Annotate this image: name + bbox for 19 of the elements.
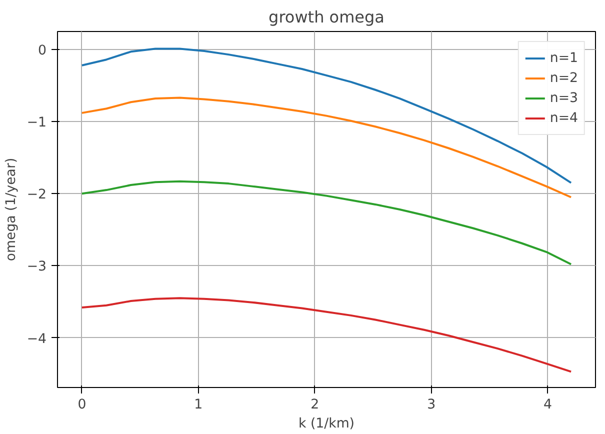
x-tick-label: 2 [310, 398, 320, 412]
legend-label: n=3 [550, 90, 578, 106]
y-tick-label: −1 [26, 116, 47, 131]
legend-label: n=2 [550, 70, 578, 86]
chart-title: growth omega [268, 8, 384, 26]
x-tick-label: 1 [194, 398, 203, 412]
y-tick-label: −4 [26, 332, 47, 347]
x-axis-title: k (1/km) [298, 416, 355, 432]
x-tick-label: 3 [427, 398, 436, 412]
y-axis-title: omega (1/year) [4, 158, 19, 262]
line-series [80, 180, 572, 266]
x-tick-label: 4 [544, 398, 552, 412]
line-series [80, 297, 572, 373]
y-tick-label: −2 [26, 188, 47, 203]
x-tick-label: 0 [78, 398, 86, 412]
y-tick-label: −3 [26, 260, 47, 275]
legend-label: n=4 [550, 110, 578, 126]
y-tick-label: 0 [38, 44, 47, 59]
legend-label: n=1 [550, 50, 578, 66]
